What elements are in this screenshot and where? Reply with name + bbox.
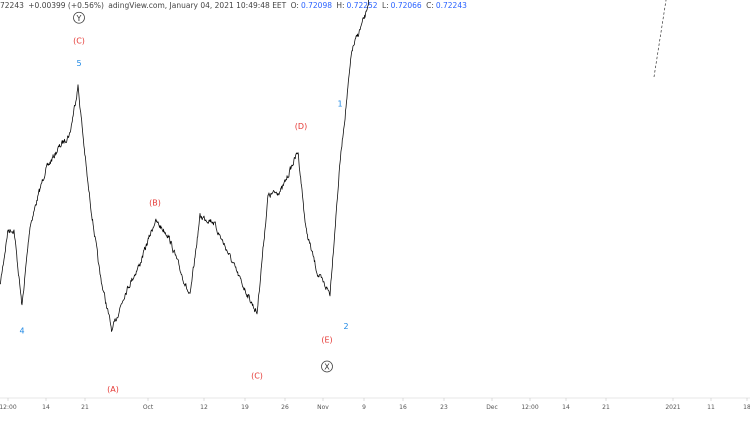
time-tick-label: 21 — [602, 404, 610, 411]
wave-label-blue: 5 — [76, 59, 81, 68]
time-tick-label: 9 — [362, 404, 366, 411]
wave-circle-marker — [73, 11, 85, 24]
wave-label-red: (D) — [295, 122, 307, 131]
time-tick-label: Nov — [317, 404, 329, 411]
time-tick-label: 18 — [743, 404, 750, 411]
high-label: H: — [336, 1, 345, 10]
symbol-price: 72243 — [0, 1, 24, 10]
high-value: 0.72252 — [346, 1, 378, 10]
price-change: +0.00399 (+0.56%) — [28, 1, 104, 10]
wave-label-blue: 4 — [19, 327, 24, 336]
time-tick-label: 14 — [42, 404, 50, 411]
wave-label-red: (C) — [251, 372, 263, 381]
close-value: 0.72243 — [435, 1, 467, 10]
low-value: 0.72066 — [390, 1, 422, 10]
open-label: O: — [290, 1, 299, 10]
wave-labels: Y(C)54(A)(B)(C)(D)(E)X1234(A)51(B)234Z(C… — [19, 11, 349, 394]
time-tick-label: Dec — [486, 404, 498, 411]
time-tick-label: 11 — [707, 404, 715, 411]
wave-label-red: (C) — [73, 36, 85, 45]
wave-label-blue: 2 — [343, 322, 348, 331]
wave-label-blue: 1 — [337, 99, 342, 108]
time-tick-label: 23 — [440, 404, 448, 411]
chart-header: 72243 +0.00399 (+0.56%) adingView.com, J… — [0, 1, 750, 17]
price-series — [0, 0, 370, 332]
time-tick-label: 14 — [562, 404, 570, 411]
price-line — [0, 0, 370, 332]
wave-label-red: (B) — [149, 198, 161, 207]
time-tick-label: 12 — [200, 404, 208, 411]
low-label: L: — [381, 1, 389, 10]
wave-circle-marker — [321, 360, 333, 373]
publisher-timestamp: adingView.com, January 04, 2021 10:49:48… — [108, 1, 287, 10]
time-tick-label: Oct — [143, 404, 154, 411]
time-tick-label: 16 — [399, 404, 407, 411]
projection-layer: 0.618( — [653, 0, 667, 78]
open-value: 0.72098 — [300, 1, 332, 10]
wave-degree-label: Y — [76, 14, 82, 23]
time-tick-label: 12:00 — [0, 404, 17, 411]
time-tick-label: 26 — [281, 404, 289, 411]
wave-label-red: (A) — [107, 385, 119, 394]
time-axis: 12:00 14 21 Oct 12 19 26 Nov 9 16 23 Dec 12:00 14 21 20… — [0, 398, 750, 411]
wave-label-red: (E) — [321, 336, 332, 345]
time-tick-label: 2021 — [665, 404, 680, 411]
time-tick-label: 19 — [241, 404, 249, 411]
close-label: C: — [426, 1, 434, 10]
time-tick-label: 21 — [81, 404, 89, 411]
wave-degree-label: X — [324, 363, 330, 372]
dashed-projection — [653, 0, 667, 78]
time-tick-label: 12:00 — [521, 404, 538, 411]
